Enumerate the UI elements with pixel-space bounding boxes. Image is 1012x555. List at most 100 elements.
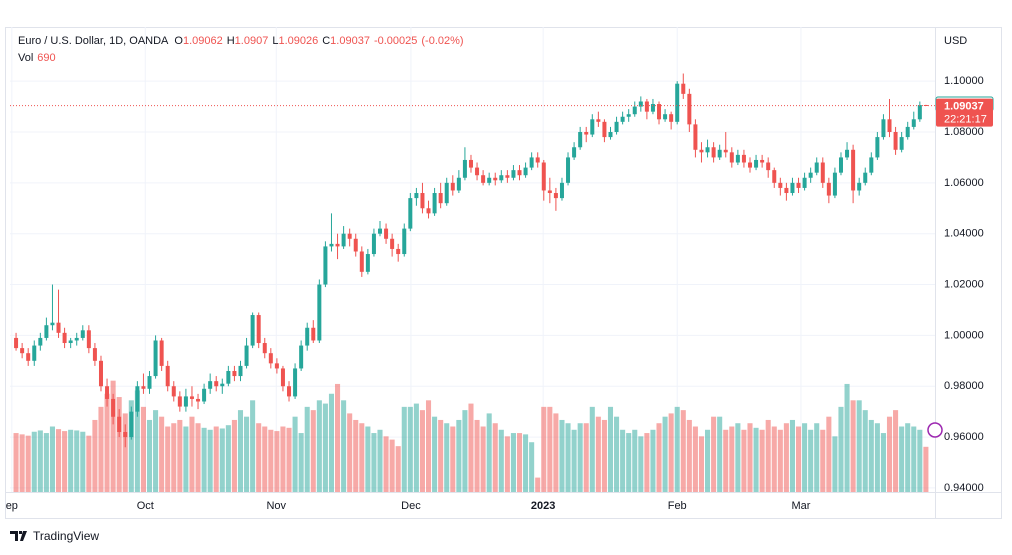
candle-body <box>917 105 922 120</box>
candle-body <box>214 381 219 387</box>
volume-bar <box>225 425 231 492</box>
candle-body <box>153 340 158 377</box>
volume-bar <box>553 413 559 492</box>
candle-body <box>68 340 73 344</box>
candle-body <box>535 157 540 163</box>
change-value: -0.00025 <box>373 35 418 47</box>
volume-bar <box>838 406 844 492</box>
x-tick-label: Feb <box>668 500 687 512</box>
volume-bar <box>777 429 783 492</box>
volume-bar <box>462 410 468 492</box>
candle-body <box>384 228 389 239</box>
candle-body <box>820 162 825 183</box>
volume-bar <box>674 406 680 492</box>
candle-body <box>851 149 856 191</box>
candle-body <box>335 243 340 247</box>
candle-body <box>699 149 704 153</box>
candle-body <box>323 246 328 285</box>
candle-body <box>256 315 261 344</box>
candle-body <box>663 114 668 120</box>
candle-body <box>717 149 722 158</box>
candle-body <box>117 416 122 432</box>
candle-body <box>44 325 49 338</box>
volume-bar <box>680 410 686 492</box>
candle-body <box>705 147 710 153</box>
candle-body <box>826 182 831 196</box>
volume-bar <box>899 426 905 492</box>
candle-body <box>177 396 182 407</box>
candle-body <box>250 315 255 346</box>
logo-mark <box>10 531 27 541</box>
volume-bar <box>880 433 886 492</box>
high-value: 1.0907 <box>234 35 269 47</box>
candle-body <box>614 121 619 132</box>
candle-body <box>238 365 243 377</box>
candle-body <box>857 182 862 191</box>
volume-bar <box>43 433 49 492</box>
legend-row: Euro / U.S. Dollar, 1D, OANDA O1.09062 H… <box>18 35 464 47</box>
volume-bar <box>614 416 620 492</box>
volume-bar <box>110 380 116 492</box>
candle-body <box>183 396 188 407</box>
volume-bar <box>274 431 280 492</box>
volume-bar <box>541 406 547 492</box>
symbol: Euro / U.S. Dollar, 1D, OANDA <box>18 35 169 47</box>
y-tick-label: 1.00000 <box>944 329 984 341</box>
volume-bar <box>547 406 553 492</box>
candle-body <box>141 386 146 389</box>
volume-bar <box>419 410 425 492</box>
ohlc-prefix: H <box>226 35 235 47</box>
candle-body <box>881 119 886 138</box>
candle-body <box>511 170 516 178</box>
volume-bar <box>626 433 632 492</box>
candle-body <box>432 193 437 214</box>
volume-bar <box>862 410 868 492</box>
volume-bar <box>122 413 128 492</box>
x-tick-label: Dec <box>401 500 421 512</box>
volume-bar <box>237 410 244 492</box>
candle-body <box>766 162 771 171</box>
volume-bar <box>383 436 389 492</box>
candle-body <box>402 228 407 255</box>
candle-body <box>584 132 589 135</box>
volume-bar <box>86 435 92 492</box>
tradingview-logo[interactable]: TradingView <box>10 529 99 543</box>
low-value: 1.09026 <box>278 35 319 47</box>
candle-body <box>189 396 194 399</box>
candle-body <box>523 167 528 176</box>
candle-body <box>608 132 613 138</box>
candle-body <box>14 337 19 349</box>
candle-body <box>147 376 152 389</box>
candle-body <box>456 177 461 191</box>
volume-bar <box>747 423 753 492</box>
volume-bar <box>686 419 692 492</box>
volume-bar <box>698 436 705 492</box>
candle-body <box>408 198 413 229</box>
brand-name: TradingView <box>33 529 99 543</box>
volume-bar <box>559 419 565 492</box>
volume-bar <box>450 426 456 492</box>
candle-body <box>390 238 395 249</box>
candle-body <box>262 343 267 354</box>
axes: 0.94000 0.96000 0.98000 1.00000 1.02000 1.040… <box>6 75 994 512</box>
volume-bar <box>389 439 395 492</box>
volume-bar <box>577 423 583 492</box>
alert-icon[interactable] <box>927 422 943 438</box>
candle-body <box>111 398 116 417</box>
candle-body <box>329 243 334 247</box>
volume-bar <box>207 429 213 492</box>
volume-bar <box>104 393 110 492</box>
candle-body <box>657 104 662 120</box>
candle-body <box>287 386 292 397</box>
volume-bar <box>322 403 328 492</box>
candle-body <box>414 193 419 199</box>
volume-bar <box>717 416 723 492</box>
volume-bar <box>407 406 413 492</box>
volume-bar <box>753 427 759 492</box>
volume-bar <box>165 426 171 492</box>
candle-body <box>553 193 558 199</box>
candle-body <box>105 386 110 399</box>
volume-bar <box>371 433 377 492</box>
candle-body <box>493 177 498 181</box>
x-tick-label: 2023 <box>531 500 555 512</box>
